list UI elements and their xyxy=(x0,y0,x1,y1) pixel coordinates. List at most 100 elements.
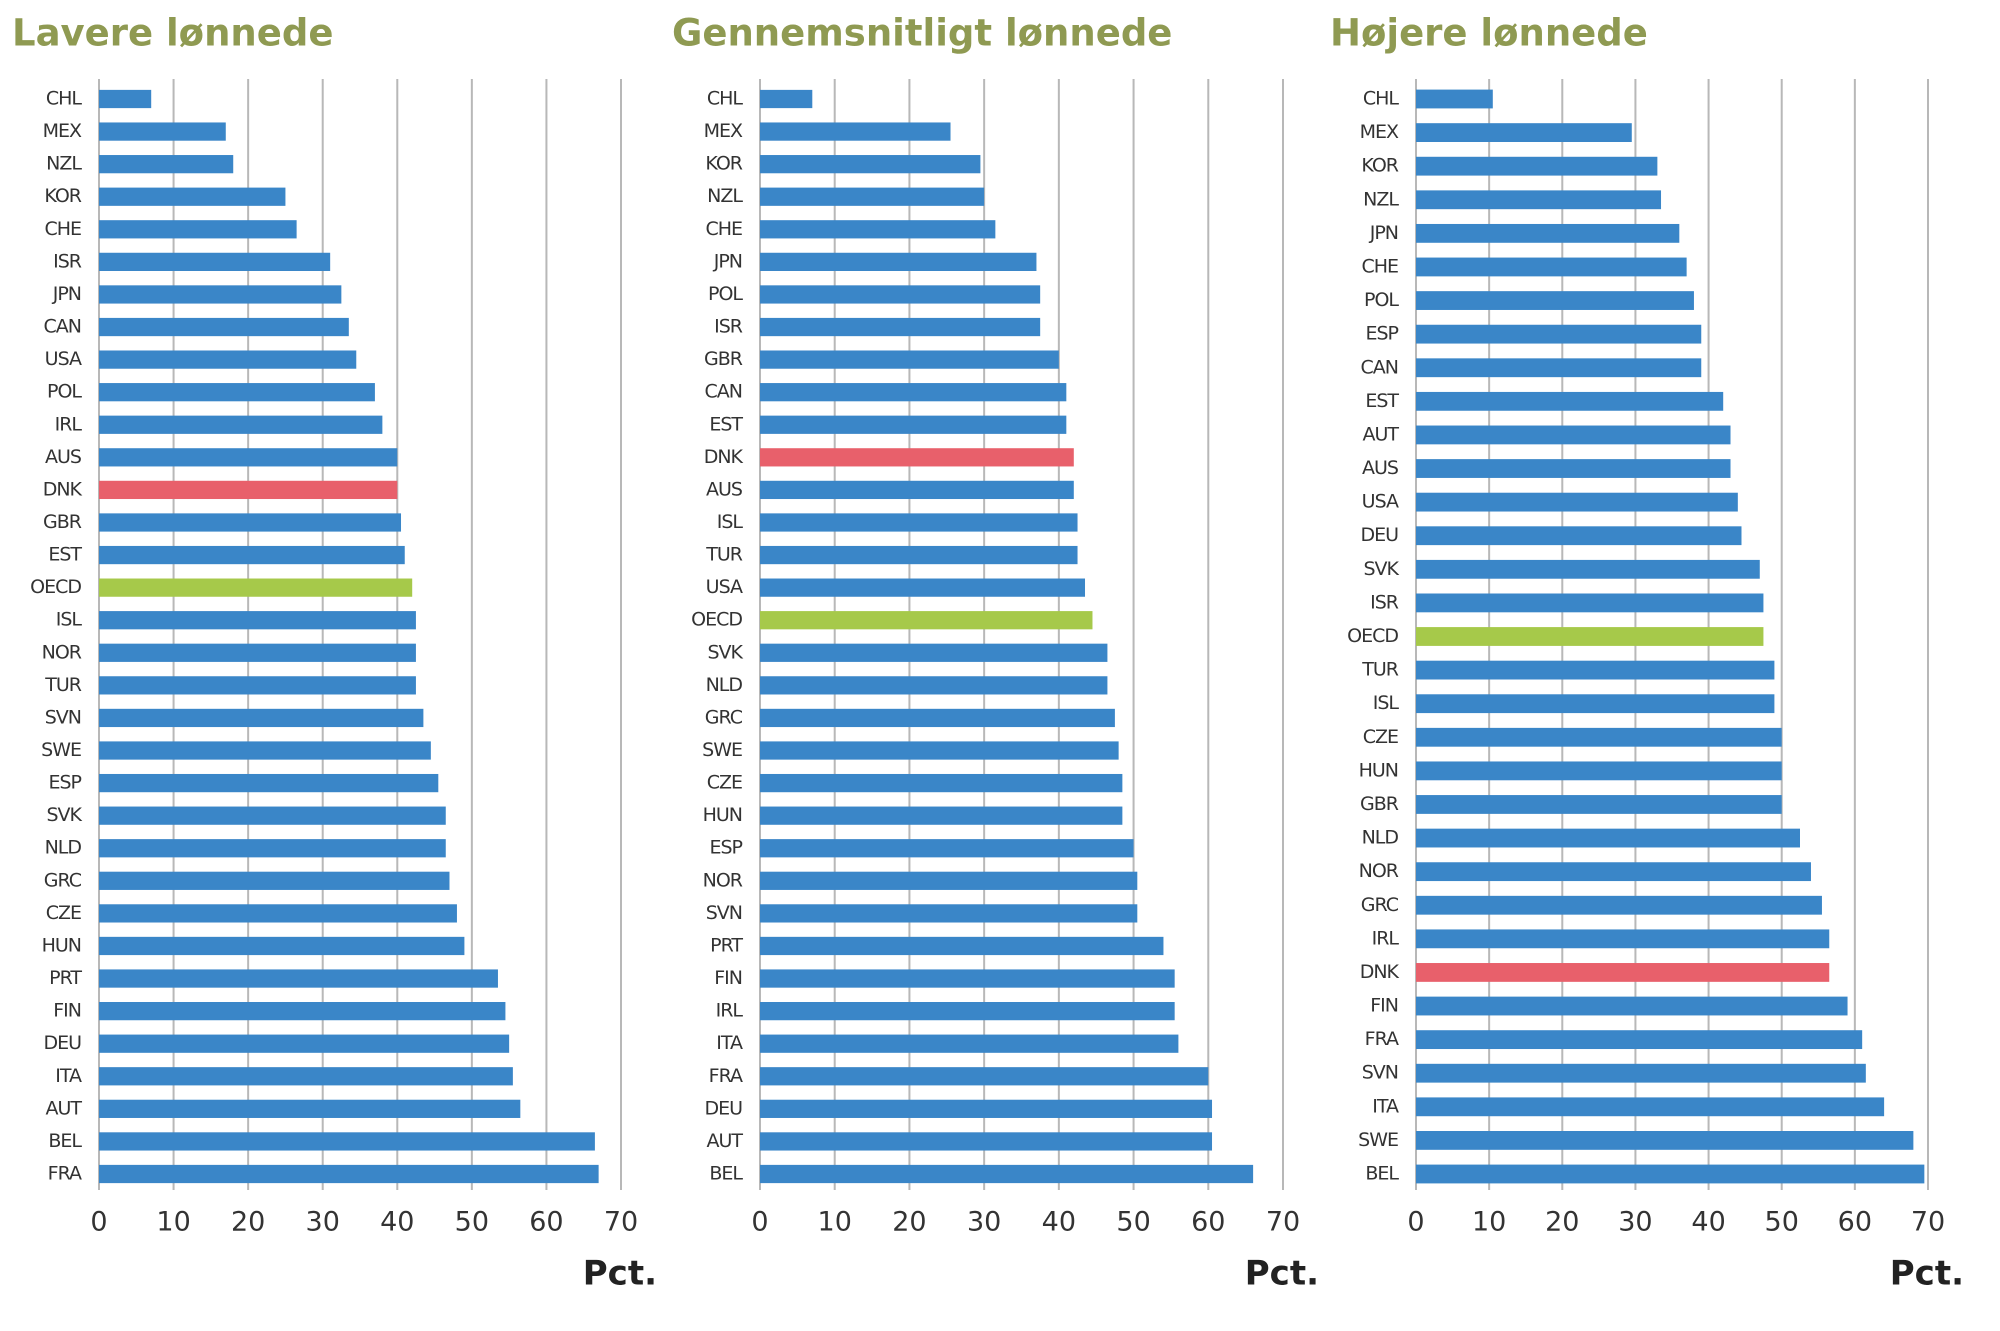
category-label: DEU xyxy=(1360,524,1398,546)
bar xyxy=(1416,593,1764,613)
x-tick-label: 60 xyxy=(529,1207,563,1238)
category-label: PRT xyxy=(710,934,743,956)
category-label: DNK xyxy=(43,478,83,500)
bar xyxy=(99,448,398,467)
bar xyxy=(760,1034,1179,1053)
category-label: NLD xyxy=(45,837,82,859)
bar xyxy=(99,317,349,337)
x-tick-label: 10 xyxy=(156,1207,190,1238)
category-label: MEX xyxy=(1360,121,1399,143)
x-tick-label: 10 xyxy=(818,1207,852,1238)
category-label: SVK xyxy=(46,804,82,826)
x-tick-label: 70 xyxy=(604,1207,638,1238)
bar xyxy=(1416,895,1822,915)
category-label: CHE xyxy=(1361,255,1398,277)
chart-title: Højere lønnede xyxy=(1330,12,1648,55)
bar xyxy=(760,122,951,141)
category-label: AUS xyxy=(45,446,81,468)
category-label: KOR xyxy=(1361,155,1398,177)
x-axis-label: Pct. xyxy=(1245,1254,1319,1294)
category-label: ISL xyxy=(56,609,83,631)
category-label: ESP xyxy=(709,837,742,859)
bar xyxy=(99,480,398,500)
bar xyxy=(99,773,439,793)
bar xyxy=(99,1034,510,1053)
category-label: HUN xyxy=(42,934,81,956)
x-tick-label: 0 xyxy=(751,1207,768,1238)
category-label: DNK xyxy=(1360,961,1400,983)
bar xyxy=(760,89,813,109)
category-label: CZE xyxy=(1363,726,1398,748)
category-label: JPN xyxy=(713,250,742,272)
category-label: AUT xyxy=(706,1130,743,1152)
bar xyxy=(1416,727,1782,747)
category-label: MEX xyxy=(43,120,82,142)
bar xyxy=(99,285,342,304)
category-label: FIN xyxy=(1370,995,1398,1017)
category-label: JPN xyxy=(1369,222,1398,244)
bar xyxy=(760,936,1164,956)
category-label: SVN xyxy=(1362,1062,1398,1084)
bar xyxy=(1416,492,1738,512)
category-label: NLD xyxy=(706,674,743,696)
category-label: GRC xyxy=(705,706,743,728)
x-tick-label: 20 xyxy=(892,1207,926,1238)
x-tick-label: 30 xyxy=(967,1207,1001,1238)
bar xyxy=(760,741,1119,760)
category-label: HUN xyxy=(1359,759,1398,781)
category-label: USA xyxy=(1362,491,1399,513)
chart-title: Gennemsnitligt lønnede xyxy=(672,12,1172,55)
category-label: EST xyxy=(48,544,82,566)
chart-title: Lavere lønnede xyxy=(12,12,333,55)
x-tick-label: 30 xyxy=(1618,1207,1652,1238)
bar xyxy=(99,187,286,206)
category-label: SWE xyxy=(1358,1129,1398,1151)
category-label: CHL xyxy=(46,88,83,110)
bar xyxy=(99,1067,513,1086)
category-label: SVN xyxy=(706,902,742,924)
bar xyxy=(99,578,413,597)
x-tick-label: 60 xyxy=(1191,1207,1225,1238)
bar xyxy=(99,1099,521,1118)
bar xyxy=(99,383,375,402)
category-label: DNK xyxy=(704,446,744,468)
bar xyxy=(760,415,1067,434)
category-label: KOR xyxy=(44,185,81,207)
bar xyxy=(760,643,1108,662)
category-label: BEL xyxy=(1365,1163,1399,1185)
category-label: GBR xyxy=(1360,793,1399,815)
bar xyxy=(99,676,416,695)
bar xyxy=(760,1099,1213,1118)
category-label: FRA xyxy=(48,1163,82,1185)
category-label: NOR xyxy=(42,641,82,663)
category-label: OECD xyxy=(1347,625,1398,647)
x-tick-label: 70 xyxy=(1266,1207,1300,1238)
bar xyxy=(1416,795,1782,814)
bar xyxy=(1416,996,1848,1016)
bar xyxy=(1416,761,1782,781)
category-label: FRA xyxy=(709,1065,743,1087)
category-label: GBR xyxy=(43,511,82,533)
bar xyxy=(99,1002,506,1021)
bar xyxy=(99,643,416,662)
x-tick-label: 40 xyxy=(1691,1207,1725,1238)
bar xyxy=(99,969,498,988)
category-label: TUR xyxy=(705,544,743,566)
bar xyxy=(1416,526,1742,546)
bar xyxy=(760,839,1134,858)
category-label: NZL xyxy=(1363,188,1399,210)
bar xyxy=(1416,1097,1885,1117)
category-label: IRL xyxy=(1372,927,1400,949)
category-label: TUR xyxy=(44,674,82,696)
bar xyxy=(99,220,297,239)
x-tick-label: 50 xyxy=(1765,1207,1799,1238)
category-label: AUT xyxy=(1362,423,1399,445)
bar xyxy=(99,806,446,825)
x-tick-label: 20 xyxy=(231,1207,265,1238)
category-label: OECD xyxy=(30,576,81,598)
bar xyxy=(1416,89,1493,109)
bar xyxy=(1416,694,1775,714)
category-label: PRT xyxy=(49,967,82,989)
bar xyxy=(99,904,457,923)
bar xyxy=(1416,1030,1863,1050)
